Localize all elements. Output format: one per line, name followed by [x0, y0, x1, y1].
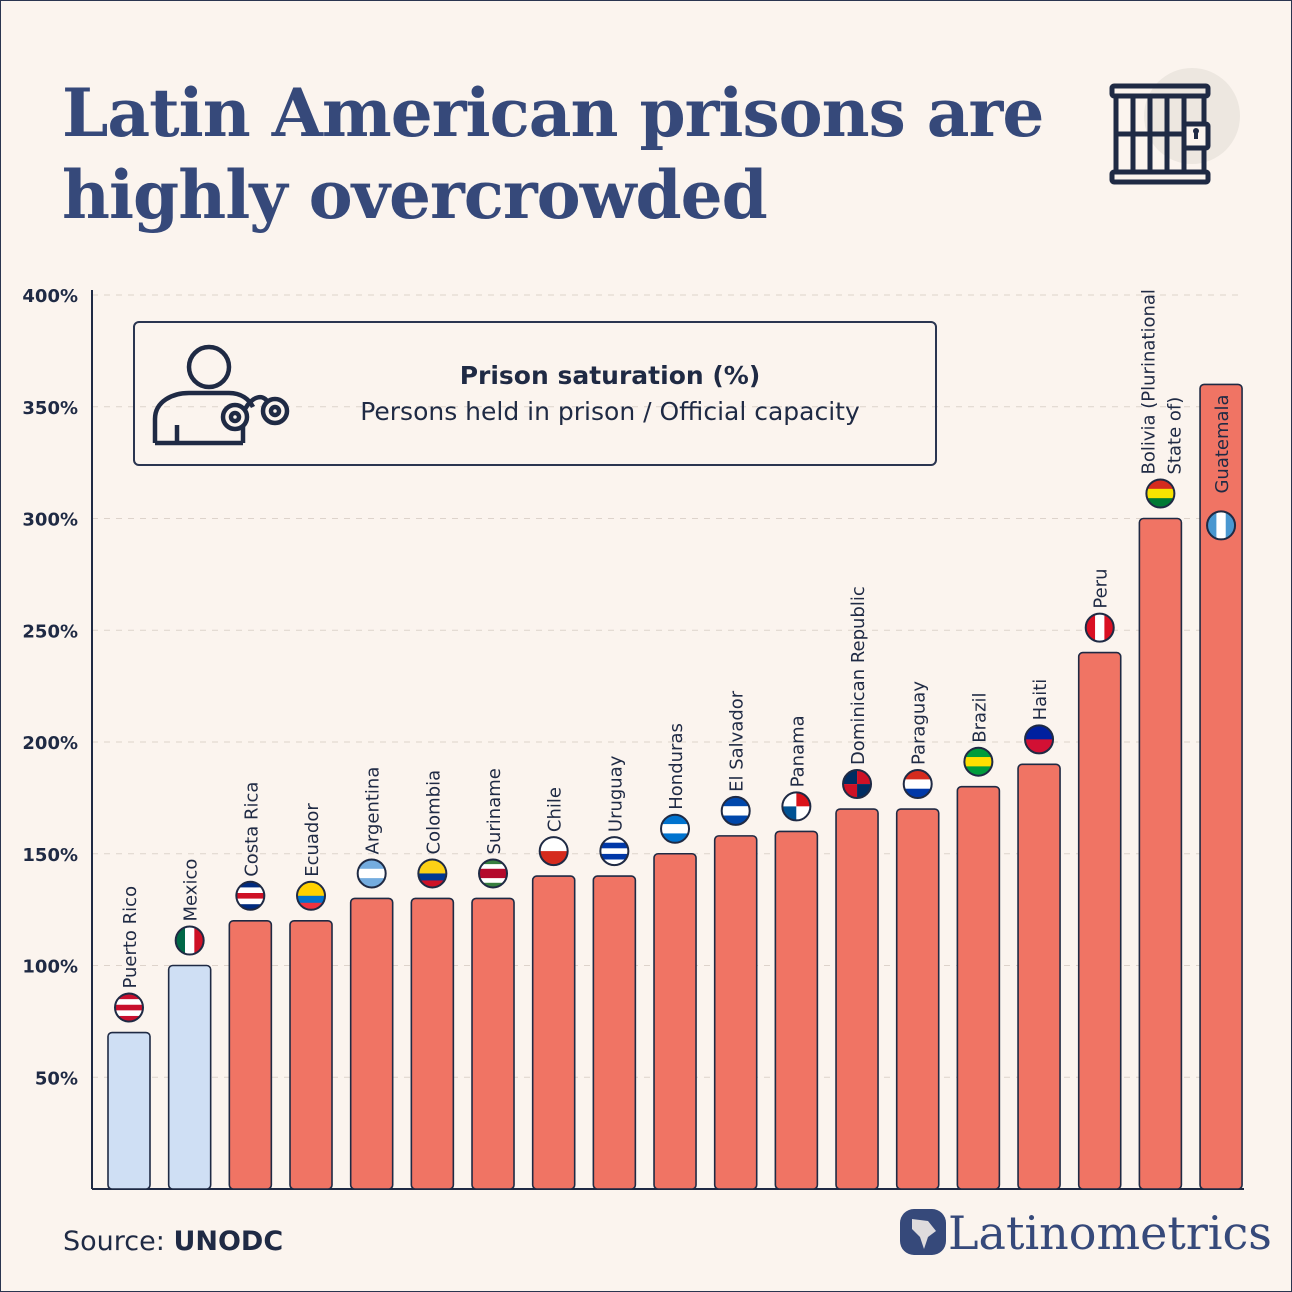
latinometrics-logo-icon [900, 1209, 946, 1255]
category-label: Chile [545, 787, 566, 832]
flag-border [1084, 612, 1115, 643]
category-label: Ecuador [302, 803, 323, 877]
title-line-1: Latin American prisons are [62, 74, 1044, 152]
category-label: Colombia [423, 770, 444, 855]
flag-border [1145, 478, 1176, 509]
handcuffed-person-icon [152, 344, 290, 446]
flag-icon [721, 796, 750, 825]
brand-name: Latinometrics [948, 1206, 1272, 1260]
bar [1077, 651, 1122, 1190]
y-tick-label: 250% [22, 621, 78, 642]
source-value: UNODC [173, 1226, 284, 1257]
category-label: Guatemala [1212, 394, 1233, 493]
y-tick-label: 200% [22, 733, 78, 754]
source-label: Source: [63, 1226, 165, 1257]
flag-border [114, 992, 144, 1023]
category-label: Honduras [666, 723, 687, 810]
legend-title: Prison saturation (%) [459, 361, 761, 390]
category-label: Argentina [363, 767, 384, 855]
flag-border [356, 858, 387, 889]
flag-border [417, 858, 448, 889]
category-label: Costa Rica [241, 782, 262, 877]
bar [289, 919, 333, 1190]
y-tick-label: 300% [22, 510, 78, 531]
flag-icon [539, 837, 568, 866]
flag-icon [418, 859, 447, 888]
bar [835, 808, 879, 1190]
category-label: Puerto Rico [120, 886, 141, 989]
category-label: El Salvador [727, 690, 748, 792]
flag-icon [1207, 511, 1236, 540]
bar [713, 835, 758, 1190]
bar [167, 964, 212, 1190]
flag-border [296, 880, 327, 911]
flag-icon [1146, 479, 1175, 508]
bar [1017, 763, 1061, 1190]
legend-box: Prison saturation (%) Persons held in pr… [133, 321, 937, 466]
y-tick-label: 350% [22, 398, 78, 419]
y-tick-label: 100% [22, 957, 78, 978]
bar [228, 919, 273, 1190]
flag-icon [600, 837, 629, 866]
flag-border [538, 836, 569, 867]
category-label: Paraguay [909, 681, 930, 765]
flag-border [1024, 724, 1055, 755]
category-label: Brazil [969, 692, 990, 742]
bar [471, 897, 515, 1190]
flag-border [781, 791, 812, 822]
flag-border [235, 880, 266, 911]
bar [107, 1031, 151, 1190]
bar [349, 897, 394, 1190]
flag-border [478, 858, 509, 889]
bar [592, 875, 637, 1190]
flag-icon [1085, 613, 1114, 642]
category-label: Panama [787, 715, 808, 787]
bar [774, 830, 819, 1190]
flag-icon [175, 926, 204, 955]
source: Source: UNODC [63, 1226, 283, 1257]
page-title: Latin American prisons are highly overcro… [62, 72, 1044, 236]
flag-icon [236, 881, 265, 910]
flag-border [599, 836, 630, 867]
title-line-2: highly overcrowded [62, 156, 768, 234]
y-tick-label: 50% [35, 1068, 78, 1089]
category-label: Dominican Republic [848, 586, 869, 765]
flag-border [1206, 510, 1237, 541]
y-tick-label: 400% [22, 286, 78, 307]
flag-icon [964, 747, 993, 776]
bar [653, 852, 697, 1190]
category-label: Suriname [484, 768, 505, 854]
flag-border [174, 925, 205, 956]
flag-border [660, 813, 691, 844]
category-label: Bolivia (Plurinational [1138, 289, 1159, 474]
y-tick-label: 150% [22, 845, 78, 866]
flag-border [902, 769, 933, 800]
brand: Latinometrics [898, 1206, 1272, 1260]
flag-icon [661, 814, 690, 843]
prison-cell-icon [1109, 68, 1240, 185]
bar [410, 897, 455, 1190]
legend-subtitle: Persons held in prison / Official capaci… [360, 397, 860, 426]
category-label: State of) [1164, 397, 1185, 475]
flag-icon [903, 770, 932, 799]
category-label: Uruguay [605, 755, 626, 832]
bar [1138, 517, 1183, 1190]
flag-icon [1025, 725, 1054, 754]
flag-icon [115, 993, 143, 1022]
bar [895, 808, 940, 1190]
bar [531, 875, 576, 1190]
flag-icon [297, 881, 326, 910]
flag-icon [479, 859, 508, 888]
category-label: Haiti [1030, 679, 1051, 721]
category-label: Mexico [181, 859, 202, 922]
flag-border [720, 795, 751, 826]
flag-border [842, 769, 873, 800]
flag-border [963, 746, 994, 777]
category-label: Peru [1091, 568, 1112, 608]
bar [956, 785, 1001, 1190]
flag-icon [357, 859, 386, 888]
bar [1199, 383, 1243, 1190]
